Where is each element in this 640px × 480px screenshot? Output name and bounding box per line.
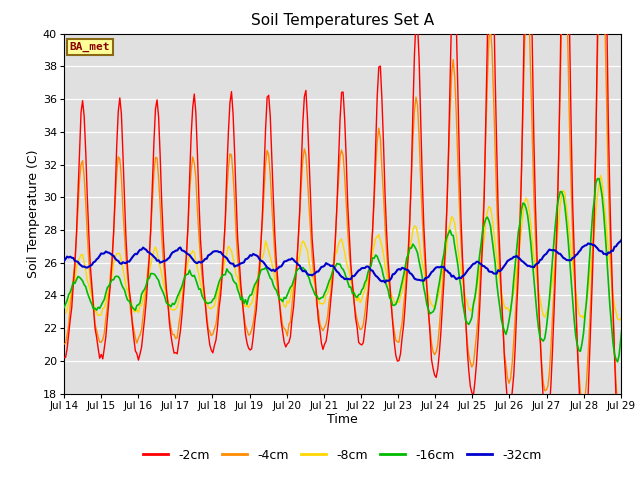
Title: Soil Temperatures Set A: Soil Temperatures Set A — [251, 13, 434, 28]
X-axis label: Time: Time — [327, 413, 358, 426]
Text: BA_met: BA_met — [70, 42, 110, 52]
Legend: -2cm, -4cm, -8cm, -16cm, -32cm: -2cm, -4cm, -8cm, -16cm, -32cm — [138, 444, 547, 467]
Y-axis label: Soil Temperature (C): Soil Temperature (C) — [27, 149, 40, 278]
